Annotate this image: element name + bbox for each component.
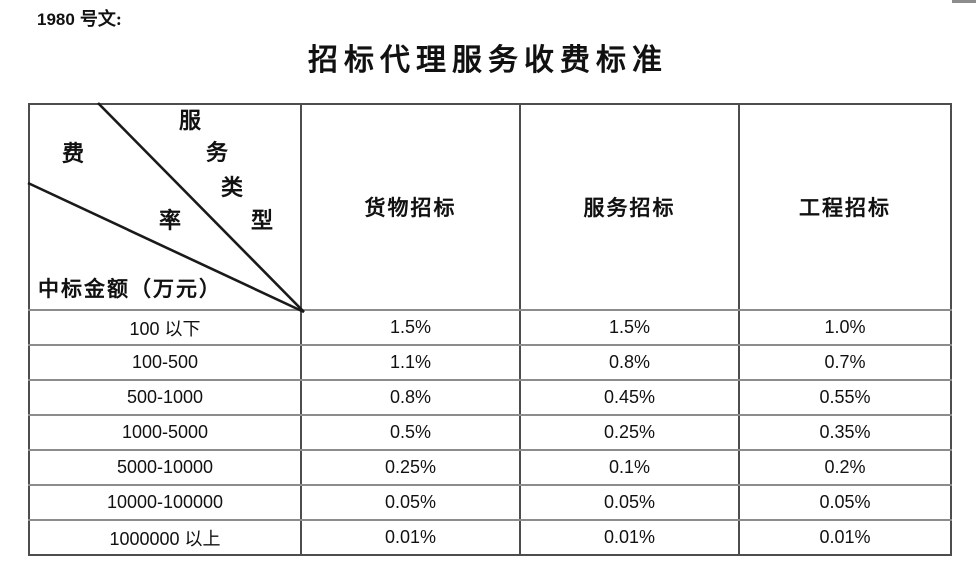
table-cell: 0.01% <box>738 520 952 556</box>
table-cell: 0.05% <box>300 485 521 521</box>
table-cell: 1.5% <box>519 310 740 346</box>
row-range-label: 500-1000 <box>28 380 302 416</box>
table-row: 500-1000 0.8% 0.45% 0.55% <box>28 380 952 416</box>
column-header-services: 服务招标 <box>519 104 740 311</box>
row-range-label: 100-500 <box>28 345 302 381</box>
corner-service-type-char-3: 类 <box>221 175 246 200</box>
table-row: 1000000 以上 0.01% 0.01% 0.01% <box>28 520 952 556</box>
table-cell: 0.7% <box>738 345 952 381</box>
diagonal-divider-lines <box>27 102 305 314</box>
corner-header-content: 服 务 类 型 费 率 中标金额（万元） <box>27 102 305 314</box>
corner-header-cell: 服 务 类 型 费 率 中标金额（万元） <box>27 102 305 314</box>
row-range-label: 100 以下 <box>28 310 302 346</box>
column-header-goods: 货物招标 <box>300 104 521 311</box>
amount-axis-label: 中标金额（万元） <box>38 277 222 301</box>
table-cell: 0.1% <box>519 450 740 486</box>
table-cell: 0.8% <box>300 380 521 416</box>
table-cell: 1.0% <box>738 310 952 346</box>
table-row: 1000-5000 0.5% 0.25% 0.35% <box>28 415 952 451</box>
header-row: 服 务 类 型 费 率 中标金额（万元） 货物招标 服务招标 工程招标 <box>27 102 952 314</box>
table-cell: 0.01% <box>300 520 521 556</box>
column-header-engineering: 工程招标 <box>738 104 952 311</box>
table-row: 5000-10000 0.25% 0.1% 0.2% <box>28 450 952 486</box>
row-range-label: 10000-100000 <box>28 485 302 521</box>
row-range-label: 1000-5000 <box>28 415 302 451</box>
corner-service-type-char-4: 型 <box>251 208 276 233</box>
doc-reference: 1980 号文: <box>37 5 122 31</box>
doc-ref-number: 1980 <box>37 10 75 29</box>
table-cell: 0.25% <box>519 415 740 451</box>
table-cell: 1.1% <box>300 345 521 381</box>
doc-ref-label: 号文: <box>79 9 122 29</box>
row-range-label: 1000000 以上 <box>28 520 302 556</box>
table-cell: 0.01% <box>519 520 740 556</box>
table-cell: 0.05% <box>519 485 740 521</box>
table-cell: 0.35% <box>738 415 952 451</box>
page-edge-artifact <box>952 0 976 3</box>
table-cell: 0.8% <box>519 345 740 381</box>
corner-rate-char-1: 费 <box>62 141 87 166</box>
table-cell: 0.5% <box>300 415 521 451</box>
table-row: 100-500 1.1% 0.8% 0.7% <box>28 345 952 381</box>
table-cell: 0.55% <box>738 380 952 416</box>
corner-service-type-char-2: 务 <box>206 140 231 165</box>
table-cell: 0.25% <box>300 450 521 486</box>
row-range-label: 5000-10000 <box>28 450 302 486</box>
table-cell: 0.05% <box>738 485 952 521</box>
corner-service-type-char-1: 服 <box>179 108 204 133</box>
table-row: 100 以下 1.5% 1.5% 1.0% <box>28 310 952 346</box>
table-row: 10000-100000 0.05% 0.05% 0.05% <box>28 485 952 521</box>
fee-standard-table: 服 务 类 型 费 率 中标金额（万元） 货物招标 服务招标 工程招标 100 … <box>27 102 952 556</box>
table-cell: 1.5% <box>300 310 521 346</box>
table-cell: 0.2% <box>738 450 952 486</box>
table-cell: 0.45% <box>519 380 740 416</box>
page-title: 招标代理服务收费标准 <box>308 44 668 77</box>
corner-rate-char-2: 率 <box>159 208 184 233</box>
